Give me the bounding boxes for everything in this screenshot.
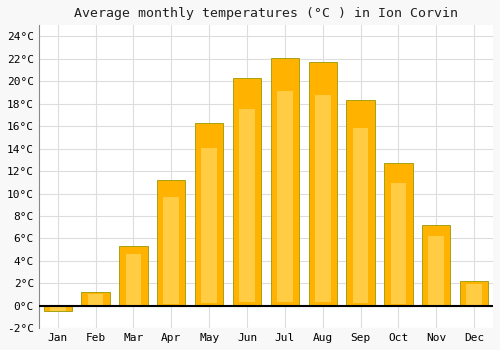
Bar: [88, 294, 104, 306]
Bar: [353, 128, 368, 303]
Bar: [390, 182, 406, 303]
Title: Average monthly temperatures (°C ) in Ion Corvin: Average monthly temperatures (°C ) in Io…: [74, 7, 458, 20]
Bar: [308, 62, 337, 306]
Bar: [44, 306, 72, 312]
Bar: [82, 292, 110, 306]
Bar: [422, 225, 450, 306]
Bar: [126, 254, 141, 305]
Bar: [239, 109, 255, 302]
Bar: [233, 78, 261, 306]
Bar: [384, 163, 412, 306]
Bar: [315, 95, 330, 302]
Bar: [50, 306, 66, 310]
Bar: [164, 197, 179, 304]
Bar: [460, 281, 488, 306]
Bar: [346, 100, 375, 306]
Bar: [270, 58, 299, 306]
Bar: [428, 236, 444, 304]
Bar: [466, 285, 482, 306]
Bar: [119, 246, 148, 306]
Bar: [157, 180, 186, 306]
Bar: [195, 123, 224, 306]
Bar: [202, 148, 217, 303]
Bar: [277, 91, 292, 302]
